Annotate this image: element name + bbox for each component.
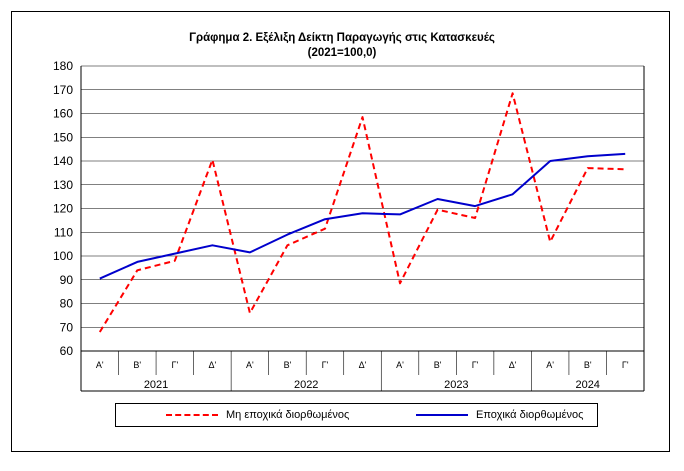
x-tick-label-quarter: Α'	[246, 360, 254, 370]
x-tick-label-year: 2021	[144, 379, 168, 391]
legend-label-sa: Εποχικά διορθωμένος	[476, 409, 584, 421]
y-tick-label: 90	[60, 273, 74, 287]
y-tick-label: 80	[60, 297, 74, 311]
series-line-sa	[99, 152, 626, 280]
legend-swatch-nsa	[166, 414, 218, 416]
y-tick-label: 110	[54, 225, 73, 239]
legend: Μη εποχικά διορθωμένος Εποχικά διορθωμέν…	[115, 403, 598, 427]
x-tick-label-quarter: Δ'	[509, 360, 517, 370]
x-tick-label-year: 2022	[294, 379, 318, 391]
x-tick-label-quarter: Β'	[133, 360, 141, 370]
x-tick-label-quarter: Γ'	[472, 360, 479, 370]
legend-label-nsa: Μη εποχικά διορθωμένος	[226, 409, 350, 421]
y-tick-label: 160	[53, 107, 73, 121]
chart-frame	[11, 11, 670, 452]
legend-item-nsa: Μη εποχικά διορθωμένος	[166, 404, 349, 426]
x-tick-label-quarter: Γ'	[622, 360, 629, 370]
y-tick-label: 100	[53, 249, 73, 263]
x-tick-label-year: 2023	[444, 379, 468, 391]
y-tick-label: 170	[53, 83, 73, 97]
x-tick-label-quarter: Β'	[584, 360, 592, 370]
x-tick-label-quarter: Γ'	[322, 360, 329, 370]
legend-swatch-sa	[416, 414, 468, 416]
y-tick-label: 130	[53, 178, 73, 192]
x-tick-label-quarter: Β'	[434, 360, 442, 370]
y-tick-label: 70	[60, 320, 74, 334]
x-tick-label-year: 2024	[575, 379, 599, 391]
x-tick-label-quarter: Α'	[396, 360, 404, 370]
chart-title: Γράφημα 2. Εξέλιξη Δείκτη Παραγωγής στις…	[189, 32, 495, 44]
x-tick-label-quarter: Δ'	[359, 360, 367, 370]
x-tick-label-quarter: Γ'	[171, 360, 178, 370]
y-tick-label: 150	[53, 130, 73, 144]
x-tick-label-quarter: Α'	[546, 360, 554, 370]
x-tick-label-quarter: Β'	[284, 360, 292, 370]
y-tick-label: 180	[53, 59, 73, 73]
x-tick-label-quarter: Δ'	[208, 360, 216, 370]
y-tick-label: 60	[60, 344, 74, 358]
y-tick-label: 120	[53, 202, 73, 216]
x-tick-label-quarter: Α'	[96, 360, 104, 370]
legend-item-sa: Εποχικά διορθωμένος	[416, 404, 583, 426]
y-tick-label: 140	[53, 154, 73, 168]
chart-subtitle: (2021=100,0)	[307, 47, 377, 59]
